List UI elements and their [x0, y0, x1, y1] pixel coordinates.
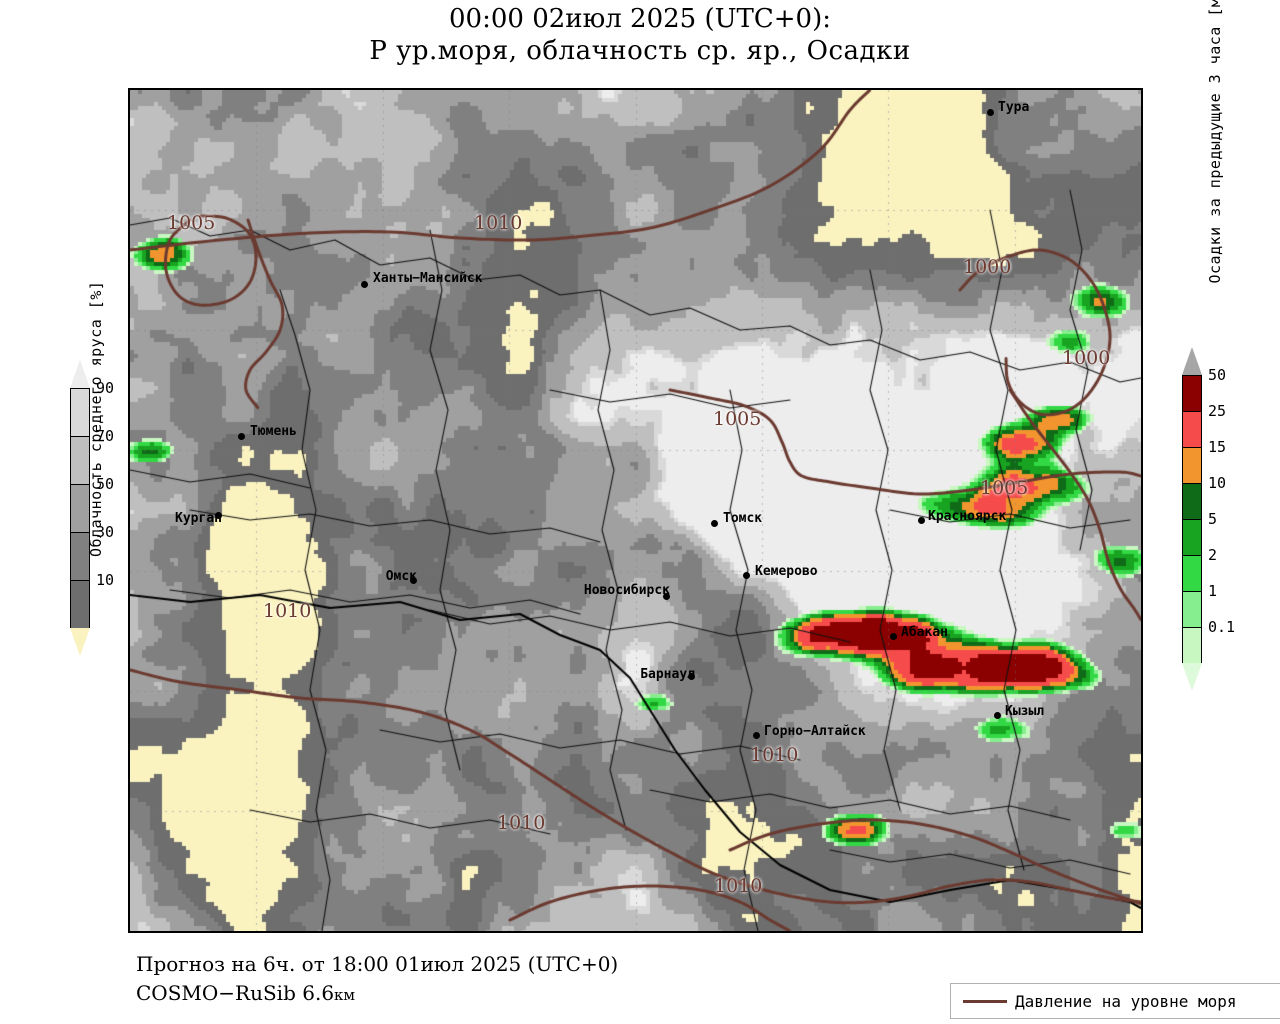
colorbar-tick-label: 70 — [96, 427, 115, 445]
precipitation-legend-title: Осадки за предыдущие 3 часа [мм] — [1206, 0, 1224, 284]
isobar-label: 1010 — [474, 212, 523, 234]
weather-map[interactable]: Тура Ханты−Мансийск Тюмень Курган Омск Томск К… — [128, 88, 1143, 933]
isobar-label: 1005 — [980, 477, 1029, 499]
colorbar-under-arrow — [70, 628, 90, 656]
colorbar-under-arrow — [1182, 663, 1202, 691]
colorbar-segment — [1183, 412, 1201, 448]
model-line: COSMO−RuSib 6.6км — [136, 979, 618, 1008]
colorbar-segment — [1183, 484, 1201, 520]
isobar-label: 1000 — [963, 256, 1012, 278]
cloud-cover-legend: Облачность среднего яруса [%] 90 70 50 30 10 — [48, 281, 134, 666]
city-label: Кемерово — [755, 564, 818, 579]
city-marker — [688, 673, 695, 680]
colorbar-segment — [71, 485, 89, 533]
city-marker — [994, 712, 1001, 719]
colorbar-tick-label: 15 — [1208, 438, 1227, 456]
city-label: Горно−Алтайск — [764, 724, 866, 739]
colorbar-tick-label: 30 — [96, 523, 115, 541]
isobar-label: 1010 — [497, 812, 546, 834]
colorbar-tick-label: 0.1 — [1208, 618, 1236, 636]
colorbar-tick-label: 90 — [96, 379, 115, 397]
colorbar-over-arrow — [70, 360, 90, 388]
city-marker — [361, 281, 368, 288]
title-line-fields: P ур.моря, облачность ср. яр., Осадки — [369, 35, 911, 66]
colorbar-tick-label: 1 — [1208, 582, 1218, 600]
city-marker — [663, 593, 670, 600]
map-raster — [130, 90, 1141, 931]
colorbar-tick-label: 50 — [1208, 366, 1227, 384]
pressure-legend-label: Давление на уровне моря — [1015, 991, 1237, 1011]
colorbar-tick-label: 10 — [1208, 474, 1227, 492]
colorbar-tick-label: 2 — [1208, 546, 1218, 564]
model-units: км — [334, 986, 356, 1004]
title-line-datetime: 00:00 02июл 2025 (UTC+0): — [449, 4, 831, 34]
colorbar-segment — [71, 389, 89, 437]
colorbar-segment — [1183, 628, 1201, 664]
colorbar-body — [70, 388, 90, 629]
page-title: 00:00 02июл 2025 (UTC+0): P ур.моря, обл… — [0, 4, 1280, 67]
colorbar-segment — [1183, 448, 1201, 484]
city-marker — [753, 732, 760, 739]
city-marker — [743, 572, 750, 579]
city-label: Красноярск — [928, 509, 1007, 524]
city-marker — [918, 517, 925, 524]
colorbar-tick-label: 25 — [1208, 402, 1227, 420]
city-marker — [711, 520, 718, 527]
city-label: Кызыл — [1005, 704, 1045, 719]
city-label: Барнаул — [640, 667, 695, 682]
city-marker — [890, 633, 897, 640]
city-label: Томск — [723, 511, 763, 526]
city-marker — [987, 109, 994, 116]
city-label: Абакан — [901, 625, 948, 640]
colorbar-tick-label: 50 — [96, 475, 115, 493]
colorbar-tick-label: 5 — [1208, 510, 1218, 528]
isobar-label: 1005 — [713, 408, 762, 430]
pressure-line-swatch — [963, 999, 1007, 1003]
colorbar-segment — [1183, 556, 1201, 592]
isobar-label: 1010 — [750, 744, 799, 766]
colorbar-segment — [1183, 520, 1201, 556]
colorbar-segment — [71, 437, 89, 485]
colorbar-tick-label: 10 — [96, 571, 115, 589]
isobar-label: 1005 — [167, 212, 216, 234]
pressure-legend-box: Давление на уровне моря — [950, 983, 1280, 1019]
model-label: COSMO−RuSib 6.6 — [136, 981, 335, 1005]
colorbar-over-arrow — [1182, 347, 1202, 375]
city-marker — [238, 433, 245, 440]
colorbar-segment — [1183, 592, 1201, 628]
footer-text: Прогноз на 6ч. от 18:00 01июл 2025 (UTC+… — [136, 950, 618, 1008]
forecast-line: Прогноз на 6ч. от 18:00 01июл 2025 (UTC+… — [136, 952, 619, 976]
city-marker — [215, 512, 222, 519]
isobar-label: 1010 — [714, 875, 763, 897]
colorbar-segment — [1183, 376, 1201, 412]
city-label: Курган — [175, 511, 222, 526]
isobar-label: 1010 — [263, 600, 312, 622]
city-marker — [410, 577, 417, 584]
city-label: Тюмень — [250, 424, 297, 439]
isobar-label: 1000 — [1062, 347, 1111, 369]
precipitation-legend: 50 25 15 10 5 2 1 0.1 Осадки за предыдущие 3 ча… — [1160, 0, 1270, 705]
colorbar-body — [1182, 375, 1202, 664]
city-label: Новосибирск — [583, 583, 670, 598]
colorbar-segment — [71, 533, 89, 581]
colorbar-segment — [71, 581, 89, 629]
city-label: Тура — [998, 100, 1030, 115]
city-label: Омск — [385, 569, 417, 584]
city-label: Ханты−Мансийск — [373, 271, 483, 286]
